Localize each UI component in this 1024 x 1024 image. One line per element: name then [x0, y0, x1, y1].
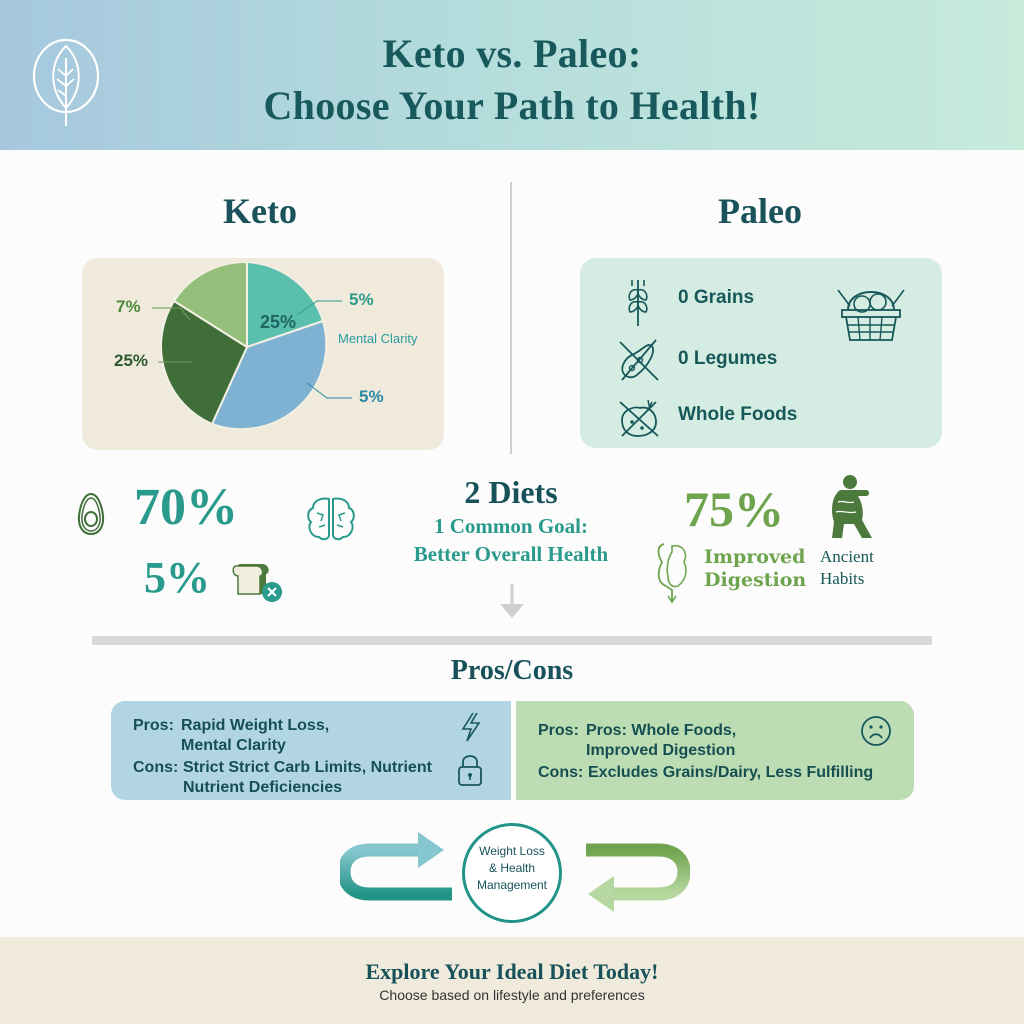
- digestion-label-line2: Digestion: [704, 569, 807, 591]
- keto-cons-line1: Strict Strict Carb Limits, Nutrient: [183, 759, 432, 776]
- keto-pros-line2: Mental Clarity: [181, 737, 286, 754]
- page-title-line2: Choose Your Path to Health!: [263, 83, 761, 128]
- paleo-info-card: 0 Grains 0 Legumes Whole Foods: [580, 258, 942, 448]
- header-banner: Keto vs. Paleo: Choose Your Path to Heal…: [0, 0, 1024, 150]
- pie-label-7: 7%: [116, 297, 141, 316]
- bread-no-icon: [232, 564, 282, 602]
- pie-label-5-top: 5%: [349, 290, 374, 309]
- sad-face-icon: [861, 716, 891, 746]
- proscons-title: Pros/Cons: [450, 655, 574, 686]
- footer-subtitle: Choose based on lifestyle and preference…: [379, 987, 645, 1003]
- center-line1: 2 Diets: [464, 474, 558, 510]
- digestion-icon: [657, 543, 687, 604]
- paleo-item-legumes: 0 Legumes: [678, 348, 778, 369]
- center-line2: 1 Common Goal:: [434, 514, 588, 538]
- keto-title: Keto: [223, 191, 297, 231]
- paleo-cons-label: Cons:: [538, 764, 584, 781]
- digestion-label-line1: Improved: [704, 546, 806, 568]
- keto-fat-stat: 70%: [134, 479, 238, 536]
- paleo-pros-line1: Pros: Whole Foods,: [586, 722, 737, 739]
- pie-label-25-inner: 25%: [260, 312, 297, 332]
- column-divider: [510, 182, 512, 454]
- habits-line1: Ancient: [820, 547, 874, 566]
- keto-chart-card: 7% 25% 25% 5% Mental Clarity 5%: [82, 258, 444, 450]
- paleo-item-whole-foods: Whole Foods: [678, 404, 798, 425]
- habits-line2: Habits: [820, 569, 865, 588]
- leaf-icon: [32, 38, 100, 126]
- avocado-icon: [77, 492, 105, 536]
- section-divider: [92, 636, 932, 645]
- lightning-icon: [461, 712, 481, 742]
- cycle-center-label: Weight Loss & Health Management: [462, 843, 562, 894]
- paleo-pros-line2: Improved Digestion: [586, 742, 736, 759]
- no-legumes-icon: [619, 339, 659, 381]
- center-line3: Better Overall Health: [413, 542, 609, 566]
- pie-label-5-bottom: 5%: [359, 387, 384, 406]
- no-processed-icon: [619, 399, 659, 437]
- lock-icon: [458, 755, 482, 786]
- paleo-cons-line1: Excludes Grains/Dairy, Less Fulfilling: [588, 764, 874, 781]
- ancient-habits-label: Ancient Habits: [820, 546, 874, 590]
- keto-pros-label: Pros:: [133, 717, 174, 734]
- cycle-arrows: [340, 832, 690, 912]
- cycle-line2: & Health: [488, 861, 536, 875]
- cycle-line3: Management: [476, 878, 548, 892]
- keto-cons-line2: Nutrient Deficiencies: [183, 779, 343, 796]
- basket-icon: [837, 289, 905, 341]
- cycle-line1: Weight Loss: [479, 844, 545, 858]
- paleo-title: Paleo: [718, 191, 802, 231]
- cycle-center-circle: [462, 823, 562, 923]
- wheat-icon: [628, 280, 648, 326]
- footer-banner: Explore Your Ideal Diet Today! Choose ba…: [0, 937, 1024, 1024]
- caveman-icon: [832, 475, 872, 538]
- paleo-digestion-label: Improved Digestion: [704, 546, 806, 592]
- pie-annotation-mental-clarity: Mental Clarity: [338, 331, 418, 346]
- keto-carb-stat: 5%: [144, 553, 210, 602]
- keto-pros-line1: Rapid Weight Loss,: [181, 717, 330, 734]
- page-title-line1: Keto vs. Paleo:: [382, 31, 642, 76]
- paleo-digestion-stat: 75%: [684, 481, 784, 537]
- keto-cons-label: Cons:: [133, 759, 179, 776]
- paleo-proscons-box: Pros: Pros: Whole Foods, Improved Digest…: [516, 701, 914, 800]
- paleo-pros-label: Pros:: [538, 722, 579, 739]
- footer-title: Explore Your Ideal Diet Today!: [365, 959, 659, 984]
- brain-icon: [307, 497, 355, 541]
- pie-label-25-left: 25%: [114, 351, 149, 370]
- keto-pie-chart: [152, 260, 352, 431]
- center-message: 2 Diets 1 Common Goal: Better Overall He…: [380, 474, 642, 568]
- keto-proscons-box: Pros: Rapid Weight Loss, Mental Clarity …: [111, 701, 511, 800]
- paleo-item-grains: 0 Grains: [678, 287, 755, 308]
- arrow-down-icon: [500, 584, 524, 618]
